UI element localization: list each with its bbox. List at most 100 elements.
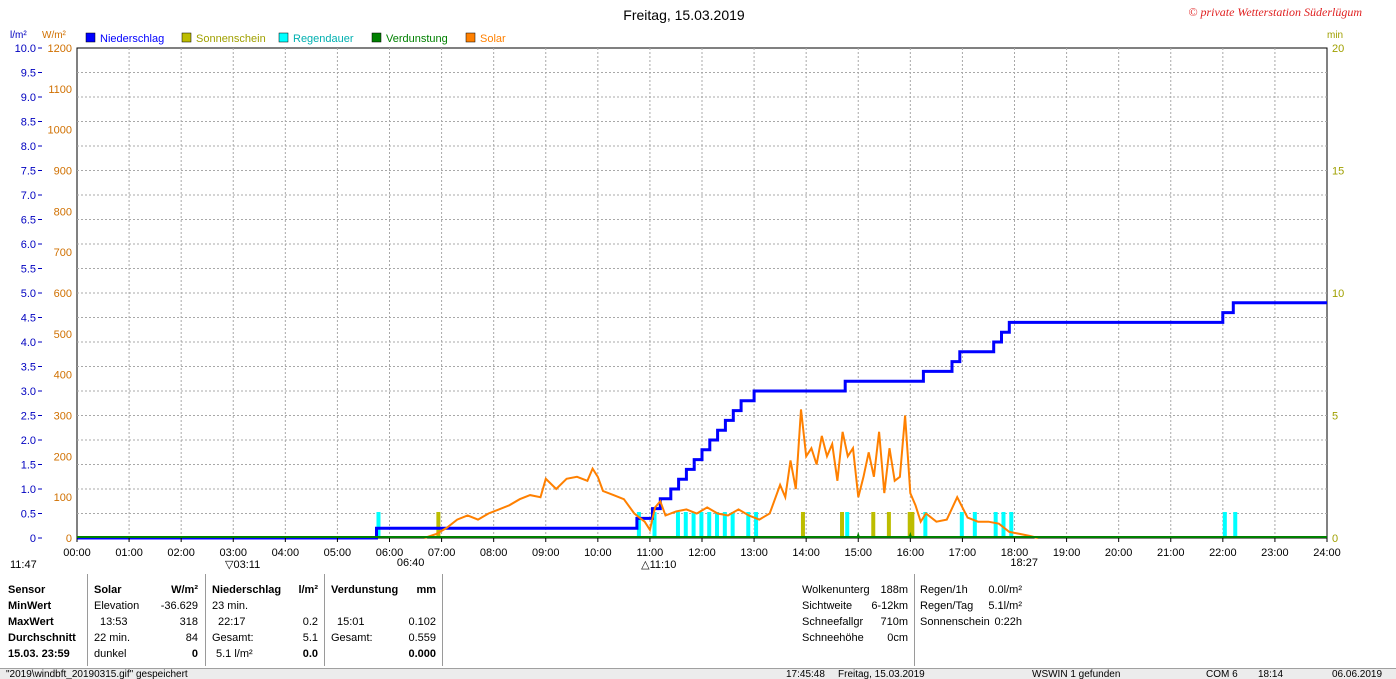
regendauer-bar bbox=[1222, 512, 1227, 538]
solar-tick-label: 400 bbox=[54, 370, 72, 382]
x-tick-label: 04:00 bbox=[272, 547, 300, 559]
x-tick-label: 11:00 bbox=[637, 547, 664, 559]
solar-r1-value: -36.629 bbox=[160, 600, 198, 612]
solar-tick-label: 600 bbox=[54, 288, 72, 300]
status-port: COM 6 bbox=[1206, 669, 1238, 679]
solar-r4-value: 0 bbox=[191, 648, 198, 660]
rain-tick-label: 8.5 bbox=[21, 117, 36, 129]
marker-label: ▽03:11 bbox=[225, 559, 260, 571]
rain-r3-label: Gesamt: bbox=[212, 632, 254, 644]
legend-label: Verdunstung bbox=[386, 33, 448, 45]
rain-tick-label: 1.0 bbox=[21, 484, 36, 496]
maxwert-label: MaxWert bbox=[8, 616, 54, 628]
solar-tick-label: 900 bbox=[54, 166, 72, 178]
snowline-label: Schneefallgr bbox=[802, 616, 864, 628]
snowline-value: 710m bbox=[880, 616, 908, 628]
status-clockdate: 06.06.2019 bbox=[1332, 669, 1383, 679]
rain-r4-label: 5.1 l/m² bbox=[216, 648, 253, 660]
regendauer-bar bbox=[1009, 512, 1014, 538]
status-message: WSWIN 1 gefunden bbox=[1032, 669, 1121, 679]
x-tick-label: 19:00 bbox=[1053, 547, 1081, 559]
rain-axis-unit: l/m² bbox=[10, 30, 27, 41]
regendauer-bar bbox=[652, 512, 657, 538]
rain-tick-label: 9.0 bbox=[21, 92, 36, 104]
solar-tick-label: 1000 bbox=[48, 125, 72, 137]
snowdepth-label: Schneehöhe bbox=[802, 632, 864, 644]
regendauer-bar bbox=[1233, 512, 1238, 538]
visibility-label: Sichtweite bbox=[802, 600, 853, 612]
min-tick-label: 5 bbox=[1332, 411, 1338, 423]
regendauer-bar bbox=[845, 512, 850, 538]
regendauer-bar bbox=[699, 512, 704, 538]
x-tick-label: 09:00 bbox=[532, 547, 560, 559]
solar-tick-label: 100 bbox=[54, 492, 72, 504]
legend-label: Sonnenschein bbox=[196, 33, 266, 45]
regendauer-bar bbox=[691, 512, 696, 538]
evap-r2-label: 15:01 bbox=[337, 616, 365, 628]
timestamp-label: 15.03. 23:59 bbox=[8, 648, 70, 660]
regendauer-bar bbox=[730, 512, 735, 538]
legend-swatch bbox=[278, 32, 289, 43]
sunshine-value: 0:22h bbox=[994, 616, 1022, 628]
marker-label: 06:40 bbox=[397, 557, 425, 569]
chart-axes: 10.0 9.5 9.0 8.5 8.0 7.5 7.0 6.5 6.0 5.5 5.0 4.5 4.0… bbox=[15, 43, 1345, 559]
rain-r4-value: 0.0 bbox=[302, 648, 318, 660]
marker-label: 18:27 bbox=[1010, 557, 1038, 569]
rain-tick-label: 0.5 bbox=[21, 509, 36, 521]
rain-tick-label: 2.0 bbox=[21, 435, 36, 447]
status-time: 17:45:48 bbox=[786, 669, 825, 679]
rain1h-value: 0.0l/m² bbox=[988, 584, 1022, 596]
legend-label: Regendauer bbox=[293, 33, 354, 45]
sonnenschein-bar bbox=[840, 512, 845, 538]
solar-tick-label: 800 bbox=[54, 206, 72, 218]
cloudbase-label: Wolkenunterg bbox=[802, 584, 870, 596]
sonnenschein-bar bbox=[886, 512, 891, 538]
sonnenschein-bar bbox=[871, 512, 876, 538]
durchschnitt-label: Durchschnitt bbox=[8, 632, 76, 644]
solar-tick-label: 500 bbox=[54, 329, 72, 341]
legend-label: Solar bbox=[480, 33, 506, 45]
solar-r3-value: 84 bbox=[185, 632, 198, 644]
verdunstung-mark bbox=[908, 532, 913, 538]
regendauer-bar bbox=[993, 512, 998, 538]
evap-r3-label: Gesamt: bbox=[331, 632, 373, 644]
rain-tick-label: 6.5 bbox=[21, 215, 36, 227]
sunshine-label: Sonnenschein bbox=[920, 616, 990, 628]
regendauer-bar bbox=[376, 512, 381, 538]
regendauer-bar bbox=[1001, 512, 1006, 538]
x-tick-label: 13:00 bbox=[740, 547, 768, 559]
x-tick-label: 23:00 bbox=[1261, 547, 1289, 559]
rain-tick-label: 10.0 bbox=[15, 43, 36, 55]
evap-r4-value: 0.000 bbox=[408, 648, 436, 660]
solar-tick-label: 700 bbox=[54, 247, 72, 259]
solar-r2-label: 13:53 bbox=[100, 616, 128, 628]
min-tick-label: 15 bbox=[1332, 166, 1344, 178]
niederschlag-line bbox=[77, 301, 1327, 540]
regendauer-bar bbox=[754, 512, 759, 538]
regendauer-bar bbox=[683, 512, 688, 538]
solar-tick-label: 300 bbox=[54, 411, 72, 423]
regendauer-bar bbox=[923, 512, 928, 538]
rain-r2-value: 0.2 bbox=[302, 616, 318, 628]
rain-tick-label: 5.0 bbox=[21, 288, 36, 300]
x-tick-label: 00:00 bbox=[63, 547, 91, 559]
bar-series bbox=[376, 512, 1238, 538]
status-file: "2019\windbft_20190315.gif" gespeichert bbox=[6, 669, 188, 679]
min-axis-unit: min bbox=[1327, 30, 1343, 41]
min-tick-label: 10 bbox=[1332, 288, 1344, 300]
solar-r4-label: dunkel bbox=[94, 648, 127, 660]
evap-r3-value: 0.559 bbox=[408, 632, 436, 644]
x-tick-label: 08:00 bbox=[480, 547, 508, 559]
solar-tick-label: 1200 bbox=[48, 43, 72, 55]
rain-tick-label: 1.5 bbox=[21, 460, 36, 472]
evap-r2-value: 0.102 bbox=[408, 616, 436, 628]
rain-tick-label: 5.5 bbox=[21, 264, 36, 276]
sonnenschein-bar bbox=[436, 512, 441, 538]
x-tick-label: 24:00 bbox=[1313, 547, 1341, 559]
regendauer-bar bbox=[972, 512, 977, 538]
x-tick-label: 10:00 bbox=[584, 547, 612, 559]
line-series bbox=[77, 301, 1327, 540]
x-tick-label: 01:00 bbox=[115, 547, 143, 559]
cloudbase-value: 188m bbox=[880, 584, 908, 596]
rain-tick-label: 7.0 bbox=[21, 190, 36, 202]
